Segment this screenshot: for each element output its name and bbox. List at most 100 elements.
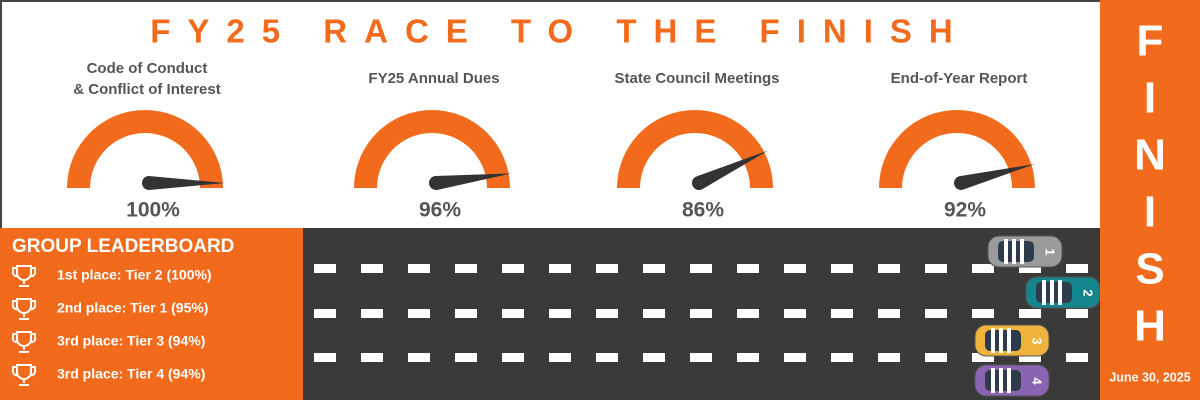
lane-dash [972,309,994,318]
lane-dash [831,353,853,362]
lane-dash [314,264,336,273]
lane-dash [925,264,947,273]
trophy-icon [11,298,37,320]
car-stripe [991,328,995,353]
finish-letters: FINISH [1134,17,1166,351]
lane-markings [314,264,1088,362]
lane-dash [784,309,806,318]
lane-dash [1019,353,1041,362]
lane-dash [878,309,900,318]
lane-dash [408,264,430,273]
gauge-arc [879,110,1035,188]
lane-dash [596,264,618,273]
lane-dash [596,309,618,318]
leaderboard-panel [0,228,303,400]
lane-dash [1019,264,1041,273]
trophy-icon [11,364,37,386]
gauge-needle [954,164,1035,190]
car-stripe [1012,239,1016,264]
trophy-cup [11,364,37,386]
lane-dash [972,353,994,362]
gauge-arc [354,110,510,188]
trophy-icon [11,331,37,353]
finish-date: June 30, 2025 [1109,370,1190,384]
lane-dash [1066,353,1088,362]
lane-dash [784,264,806,273]
car-stripe [1042,280,1046,305]
leaderboard-title: GROUP LEADERBOARD [12,236,234,257]
gauge-value: 96% [419,199,461,222]
trophy-cup [11,265,37,287]
finish-letter: I [1144,188,1156,237]
lane-dash [502,264,524,273]
lane-dash [690,353,712,362]
lane-dash [1066,309,1088,318]
leaderboard-entry: 1st place: Tier 2 (100%) [57,267,212,283]
gauge-label: FY25 Annual Dues [368,70,499,87]
finish-letter: F [1137,17,1164,66]
leaderboard-entry: 2nd place: Tier 1 (95%) [57,300,208,316]
lane-dash [502,309,524,318]
gauges: Code of Conduct & Conflict of Interest 100… [67,60,1035,222]
car-stripe [1007,368,1011,393]
lane-dash [784,353,806,362]
leaderboard-entry: 3rd place: Tier 4 (94%) [57,366,205,382]
lane-dash [878,264,900,273]
gauge-arc [617,110,773,188]
lane-dash [314,353,336,362]
car-number: 4 [1030,377,1045,385]
cars: 1 2 3 4 [974,235,1101,397]
lane-dash [502,353,524,362]
leaderboard-list: 1st place: Tier 2 (100%) 2nd place: Tier … [11,265,212,386]
lane-dash [549,264,571,273]
lane-dash [596,353,618,362]
lane-dash [361,264,383,273]
car-stripe [1004,239,1008,264]
lane-dash [455,264,477,273]
lane-dash [690,264,712,273]
car-stripe [1058,280,1062,305]
trophy-icon [11,265,37,287]
lane-dash [314,309,336,318]
lane-dash [1066,264,1088,273]
car-stripe [999,368,1003,393]
lane-dash [690,309,712,318]
gauge-value: 92% [944,199,986,222]
lane-dash [549,309,571,318]
trophy-cup [11,331,37,353]
car-number: 1 [1043,248,1058,255]
gauge-label: End-of-Year Report [891,70,1028,87]
lane-dash [549,353,571,362]
car-number: 2 [1081,289,1096,296]
car-stripe [991,368,995,393]
lane-dash [925,353,947,362]
lane-dash [408,353,430,362]
gauge-value: 100% [126,199,180,222]
car-stripe [1050,280,1054,305]
car-stripe [1007,328,1011,353]
finish-letter: N [1134,131,1166,180]
lane-dash [643,353,665,362]
finish-panel [1100,0,1200,400]
trophy-cup [11,298,37,320]
leaderboard-entry: 3rd place: Tier 3 (94%) [57,333,205,349]
lane-dash [643,264,665,273]
lane-dash [361,309,383,318]
lane-dash [831,264,853,273]
lane-dash [1019,309,1041,318]
lane-dash [455,309,477,318]
car-stripe [1020,239,1024,264]
gauge-needle [692,150,768,190]
lane-dash [643,309,665,318]
title: FY25 RACE TO THE FINISH [150,13,969,50]
finish-letter: I [1144,74,1156,123]
gauge-needle [429,173,512,190]
finish-letter: S [1135,245,1164,294]
lane-dash [408,309,430,318]
lane-dash [878,353,900,362]
lane-dash [455,353,477,362]
lane-dash [972,264,994,273]
gauge-arc [67,110,223,188]
lane-dash [737,309,759,318]
